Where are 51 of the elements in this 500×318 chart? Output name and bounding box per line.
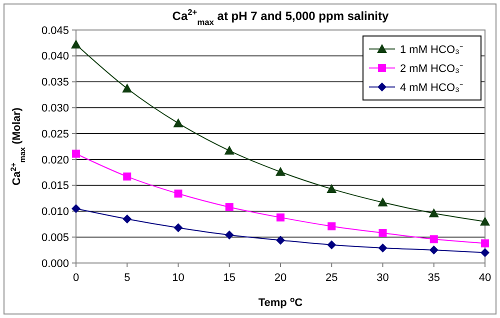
y-tick-label: 0.025 [41,128,69,140]
x-tick-label: 15 [223,272,236,284]
y-tick-label: 0.035 [41,76,69,89]
point [72,204,80,214]
y-tick-label: 0.030 [41,102,69,115]
point [429,246,438,255]
y-tick-label: 0.010 [41,206,69,218]
point [276,236,285,245]
point [378,197,388,206]
point [122,84,132,93]
point [123,172,132,181]
x-tick-label: 40 [478,272,492,284]
point [71,40,81,48]
y-tick-label: 0.005 [41,232,69,244]
x-axis-title: Temp $^{o}$C [258,294,303,309]
point [430,235,438,244]
point [328,222,336,230]
y-tick-label: 0.000 [41,258,69,270]
point [174,190,182,198]
point [327,240,336,250]
x-tick-label: 5 [124,272,130,284]
point [225,203,234,212]
x-tick-label: 30 [376,272,389,284]
point [378,228,387,237]
point [326,184,337,193]
x-tick-label: 0 [72,272,80,284]
y-tick-label: 0.045 [41,24,69,37]
point [276,213,284,222]
point [480,248,490,258]
point [72,150,80,158]
point [224,230,234,240]
y-tick-label: 0.040 [41,50,69,63]
point [480,216,490,226]
point [122,214,132,224]
point [378,243,388,252]
legend-label: 2 mM HCO₃⁻ [400,62,464,75]
point [428,208,439,218]
x-tick-label: 10 [172,272,184,284]
point [224,146,234,155]
point [481,239,489,248]
x-tick-label: 20 [274,272,287,284]
point [173,118,184,128]
point [276,166,286,176]
x-tick-label: 35 [428,272,440,284]
chart-title: Ca$^{2+}$$_{max}$ at pH 7 and 5,000 ppm salinity [172,7,390,27]
legend-label: 1 mM HCO₃⁻ [400,44,464,56]
y-tick-label: 0.015 [41,180,69,192]
y-tick-label: 0.020 [41,154,69,166]
x-tick-label: 25 [326,272,338,284]
legend-label: 4 mM HCO₃⁻ [400,82,464,94]
point [174,223,183,232]
